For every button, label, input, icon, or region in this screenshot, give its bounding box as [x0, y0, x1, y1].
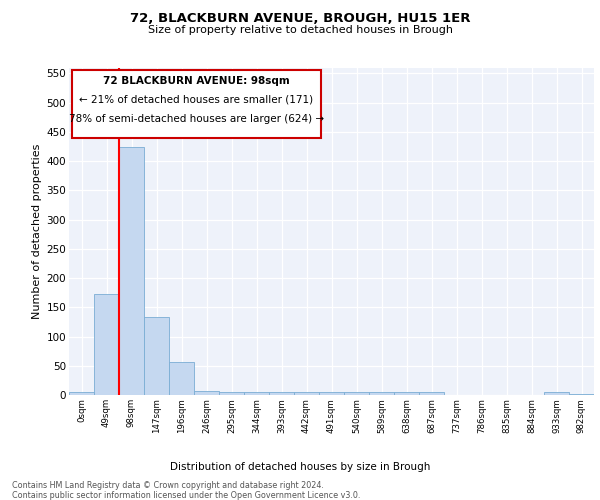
- Text: Contains HM Land Registry data © Crown copyright and database right 2024.: Contains HM Land Registry data © Crown c…: [12, 481, 324, 490]
- Text: Size of property relative to detached houses in Brough: Size of property relative to detached ho…: [148, 25, 452, 35]
- Bar: [219, 392, 244, 395]
- Text: 72, BLACKBURN AVENUE, BROUGH, HU15 1ER: 72, BLACKBURN AVENUE, BROUGH, HU15 1ER: [130, 12, 470, 26]
- Text: 72 BLACKBURN AVENUE: 98sqm: 72 BLACKBURN AVENUE: 98sqm: [103, 76, 290, 86]
- Bar: [94, 294, 119, 395]
- Bar: [169, 362, 194, 395]
- Bar: [544, 392, 569, 395]
- Text: 78% of semi-detached houses are larger (624) →: 78% of semi-detached houses are larger (…: [69, 114, 324, 124]
- Bar: [319, 392, 344, 395]
- Text: Distribution of detached houses by size in Brough: Distribution of detached houses by size …: [170, 462, 430, 472]
- Bar: [569, 394, 594, 395]
- Bar: [69, 392, 94, 395]
- Bar: [144, 316, 169, 395]
- Bar: [269, 392, 294, 395]
- Bar: [344, 392, 369, 395]
- Bar: [119, 147, 144, 395]
- Bar: [194, 391, 219, 395]
- Bar: [294, 392, 319, 395]
- Bar: [369, 392, 394, 395]
- Text: Contains public sector information licensed under the Open Government Licence v3: Contains public sector information licen…: [12, 491, 361, 500]
- Bar: [419, 392, 444, 395]
- Bar: [394, 392, 419, 395]
- Text: ← 21% of detached houses are smaller (171): ← 21% of detached houses are smaller (17…: [79, 95, 314, 105]
- Bar: [244, 392, 269, 395]
- Y-axis label: Number of detached properties: Number of detached properties: [32, 144, 43, 319]
